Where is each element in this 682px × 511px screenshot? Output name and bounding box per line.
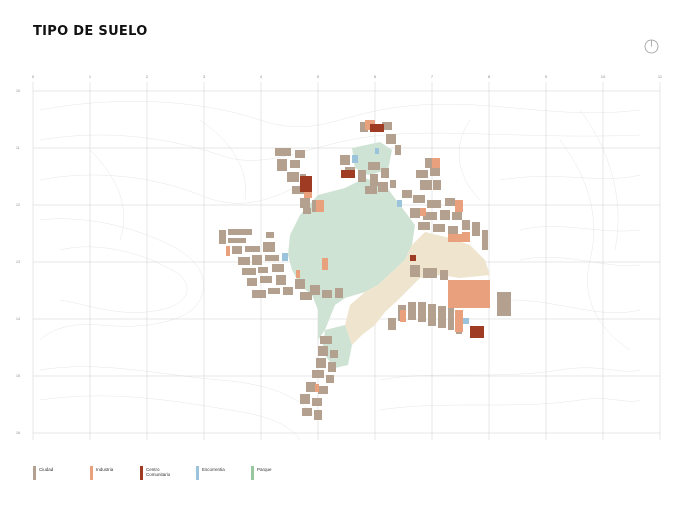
compass-north-icon: [644, 39, 659, 54]
legend-label-centro-comunitario: Centro Comunitario: [146, 467, 171, 477]
x-tick-label: 0: [32, 74, 35, 79]
y-tick-label: 12: [16, 203, 20, 207]
y-tick-label: 13: [16, 260, 20, 264]
legend-item-centro-comunitario: Centro Comunitario: [140, 466, 172, 480]
y-tick-label: 15: [16, 374, 20, 378]
legend-swatch-escorrentia: [196, 466, 199, 480]
legend-item-ciudad: Ciudad: [33, 466, 53, 480]
y-tick-labels: 10 11 12 13 14 15 16: [16, 89, 20, 435]
x-tick-label: 5: [317, 74, 320, 79]
legend-swatch-parque: [251, 466, 254, 480]
parque-zone: [288, 178, 415, 340]
x-tick-labels: 0 1 2 3 4 5 6 7 8 9 10 11: [32, 74, 663, 79]
legend-item-industria: Industria: [90, 466, 113, 480]
escorrentia-zone: [282, 148, 469, 324]
parque-zone: [322, 325, 352, 368]
legend-label-industria: Industria: [96, 467, 114, 472]
x-tick-label: 11: [658, 74, 663, 79]
x-tick-label: 3: [203, 74, 206, 79]
legend-label-ciudad: Ciudad: [39, 467, 54, 472]
x-tick-label: 6: [374, 74, 377, 79]
x-tick-label: 9: [545, 74, 548, 79]
legend-swatch-ciudad: [33, 466, 36, 480]
ciudad-blocks: [275, 148, 320, 214]
parque-zone: [352, 142, 392, 175]
y-tick-label: 10: [16, 89, 20, 93]
legend-item-parque: Parque: [251, 466, 272, 480]
x-tick-label: 1: [89, 74, 92, 79]
y-tick-label: 11: [16, 146, 20, 150]
y-tick-label: 14: [16, 317, 20, 321]
legend-label-escorrentia: Escorrentia: [202, 467, 225, 472]
x-tick-label: 7: [431, 74, 434, 79]
x-tick-label: 4: [260, 74, 263, 79]
industria-blocks: [226, 120, 490, 392]
x-tick-label: 2: [146, 74, 149, 79]
centro-comunitario-blocks: [300, 124, 484, 338]
ciudad-blocks: [402, 158, 488, 250]
legend-swatch-industria: [90, 466, 93, 480]
x-tick-label: 10: [601, 74, 606, 79]
legend-label-parque: Parque: [257, 467, 272, 472]
arena-zone: [345, 232, 490, 345]
y-tick-label: 16: [16, 431, 20, 435]
ciudad-blocks: [340, 122, 401, 194]
ciudad-blocks: [300, 336, 338, 420]
legend-swatch-centro-comunitario: [140, 466, 143, 480]
map-title: TIPO DE SUELO: [33, 24, 148, 39]
x-tick-label: 8: [488, 74, 491, 79]
legend-item-escorrentia: Escorrentia: [196, 466, 225, 480]
ciudad-blocks: [219, 229, 343, 300]
